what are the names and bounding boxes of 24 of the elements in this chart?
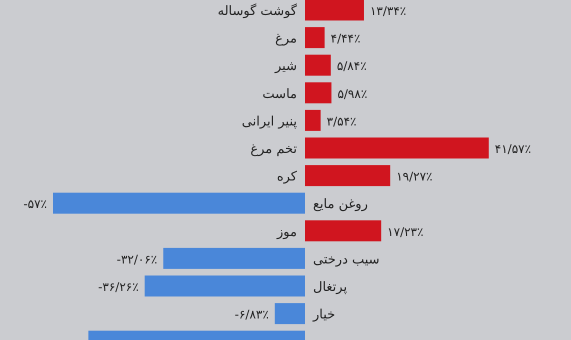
data-label: ۱۹/۲۷٪ [396, 170, 432, 184]
category-label: سیب درختی [313, 252, 380, 268]
data-label: -۳۶/۲۶٪ [98, 280, 139, 294]
data-label: ۵/۹۸٪ [337, 86, 368, 101]
category-label: ماست [262, 86, 297, 102]
data-label: ۴۱/۵۷٪ [494, 142, 532, 156]
category-label: مرغ [275, 32, 297, 47]
data-label: -۶/۸۳٪ [234, 308, 269, 322]
data-label: ۱۷/۲۳٪ [387, 224, 424, 239]
category-label: خیار [313, 308, 336, 323]
data-label: -۵۷٪ [23, 197, 47, 212]
category-label: شیر [275, 59, 297, 74]
category-label: گوشت گوساله [218, 4, 297, 19]
category-label: پرتغال [313, 280, 348, 295]
category-label: روغن مایع [313, 197, 368, 212]
data-label: ۳/۵۴٪ [326, 114, 356, 128]
category-label: کره [276, 170, 297, 185]
category-label: پنیر ایرانی [242, 114, 297, 130]
data-label: -۳۲/۰۶٪ [116, 252, 158, 266]
category-label: موز [277, 224, 297, 240]
data-label: ۱۳/۳۴٪ [370, 4, 406, 18]
data-label: ۴/۴۴٪ [330, 32, 360, 46]
category-label: تخم مرغ [250, 142, 297, 157]
data-label: ۵/۸۴٪ [336, 59, 367, 74]
